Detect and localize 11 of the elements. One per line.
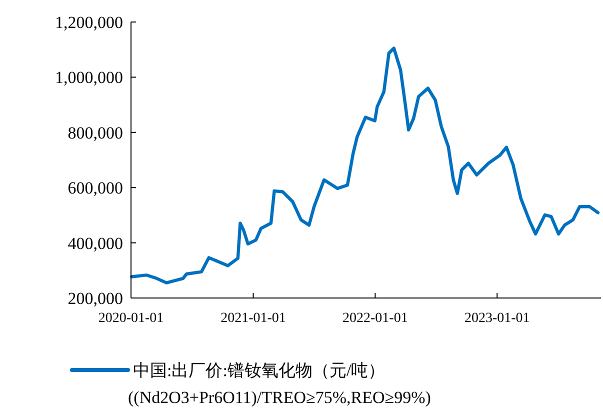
y-tick-label: 200,000 xyxy=(68,289,123,308)
y-tick-label: 800,000 xyxy=(68,123,123,142)
y-tick-label: 400,000 xyxy=(68,234,123,253)
x-tick-label: 2020-01-01 xyxy=(98,311,164,326)
legend-label: 中国:出厂价:镨钕氧化物（元/吨） ((Nd2O3+Pr6O11)/TREO≥75%,REO≥99%) xyxy=(128,361,431,407)
y-tick-label: 1,200,000 xyxy=(55,13,123,32)
y-tick-label: 1,000,000 xyxy=(55,68,123,88)
x-tick-label: 2021-01-01 xyxy=(220,311,286,326)
x-tick-label: 2023-01-01 xyxy=(464,311,530,326)
x-tick-label: 2022-01-01 xyxy=(342,311,408,326)
y-tick-label: 600,000 xyxy=(68,178,123,198)
